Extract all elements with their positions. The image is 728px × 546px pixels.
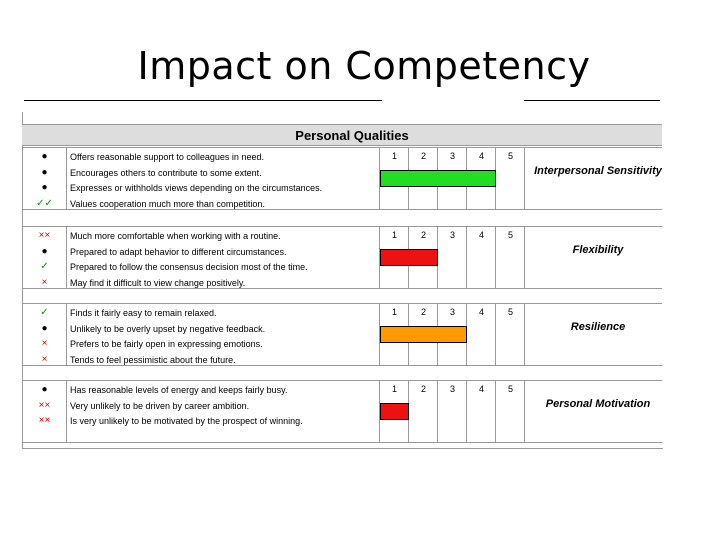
- description-column: [67, 148, 380, 209]
- competency-label: Flexibility: [572, 244, 624, 256]
- row-text: Very unlikely to be driven by career amb…: [70, 400, 250, 411]
- score-bar: [380, 403, 409, 420]
- cross-icon: ×: [41, 338, 48, 349]
- check-icon: ✓: [40, 307, 49, 318]
- row-text: Finds it fairly easy to remain relaxed.: [70, 308, 217, 318]
- competency-section: 1 2 3 4 5 ×× Much more comfortable when workin…: [22, 226, 662, 289]
- competency-section: 1 2 3 4 5 ● Has reasonable levels of energy an…: [22, 380, 662, 443]
- symbol-column: [22, 304, 67, 365]
- scale-number: 3: [449, 230, 455, 240]
- score-bar: [380, 326, 467, 343]
- scale-number: 1: [391, 307, 397, 317]
- table-frame: [22, 112, 663, 449]
- scale-number: 3: [449, 384, 455, 394]
- description-column: [67, 304, 380, 365]
- bullet-icon: ●: [41, 245, 48, 257]
- row-text: Is very unlikely to be motivated by the …: [70, 416, 303, 426]
- title-rule-right: [524, 100, 660, 101]
- scale-number: 2: [420, 307, 426, 317]
- competency-section: 1 2 3 4 5 ✓ Finds it fairly easy to remain rel…: [22, 303, 662, 366]
- scale-number: 3: [449, 151, 455, 161]
- symbol-column: [22, 227, 67, 288]
- cross-icon: ×: [41, 353, 48, 365]
- scale-number: 5: [507, 230, 513, 240]
- scale-column: [438, 227, 467, 288]
- row-text: Much more comfortable when working with …: [70, 231, 281, 241]
- scale-number: 1: [391, 230, 397, 240]
- scale-number: 1: [391, 151, 397, 161]
- row-text: Has reasonable levels of energy and keep…: [70, 385, 288, 395]
- row-text: Prefers to be fairly open in expressing …: [70, 339, 263, 349]
- scale-number: 4: [478, 151, 484, 161]
- bullet-icon: ●: [41, 151, 48, 162]
- scale-number: 5: [507, 307, 513, 317]
- cross-icon: ××: [38, 399, 51, 411]
- row-text: Prepared to adapt behavior to different …: [70, 246, 287, 257]
- scale-number: 2: [420, 230, 426, 240]
- score-bar: [380, 249, 438, 266]
- check-icon: ✓: [40, 261, 49, 272]
- table-header: Personal Qualities: [22, 124, 662, 146]
- symbol-column: [22, 148, 67, 209]
- scale-number: 2: [420, 384, 426, 394]
- description-column: [67, 227, 380, 288]
- row-text: Unlikely to be overly upset by negative …: [70, 323, 266, 334]
- symbol-column: [22, 381, 67, 442]
- competency-label: Interpersonal Sensitivity: [534, 165, 662, 177]
- scale-column: [496, 227, 525, 288]
- cross-icon: ××: [38, 230, 51, 241]
- scale-column: [438, 381, 467, 442]
- row-text: Prepared to follow the consensus decisio…: [70, 262, 308, 272]
- scale-column: [409, 381, 438, 442]
- scale-column: [467, 381, 496, 442]
- cross-icon: ××: [38, 415, 51, 426]
- scale-number: 3: [449, 307, 455, 317]
- description-column: [67, 381, 380, 442]
- cross-icon: ×: [41, 276, 48, 288]
- competency-label: Personal Motivation: [545, 398, 651, 410]
- row-text: Encourages others to contribute to some …: [70, 167, 262, 178]
- scale-column: [496, 304, 525, 365]
- bullet-icon: ●: [41, 384, 48, 395]
- scale-number: 4: [478, 384, 484, 394]
- scale-number: 5: [507, 151, 513, 161]
- scale-number: 4: [478, 230, 484, 240]
- competency-section: 1 2 3 4 5 ● Offers reasonable support to colle…: [22, 147, 662, 210]
- scale-column: [467, 227, 496, 288]
- bullet-icon: ●: [41, 182, 48, 193]
- scale-column: [496, 381, 525, 442]
- row-text: May find it difficult to view change pos…: [70, 277, 246, 288]
- scale-number: 5: [507, 384, 513, 394]
- bullet-icon: ●: [41, 322, 48, 334]
- score-bar: [380, 170, 496, 187]
- check-icon: ✓✓: [36, 197, 53, 209]
- competency-label: Resilience: [570, 321, 626, 333]
- row-text: Expresses or withholds views depending o…: [70, 183, 323, 193]
- scale-column: [496, 148, 525, 209]
- row-text: Values cooperation much more than compet…: [70, 198, 265, 209]
- scale-number: 1: [391, 384, 397, 394]
- title-rule-left: [24, 100, 382, 101]
- scale-number: 2: [420, 151, 426, 161]
- scale-number: 4: [478, 307, 484, 317]
- row-text: Offers reasonable support to colleagues …: [70, 152, 264, 162]
- page-title: Impact on Competency: [137, 44, 591, 88]
- row-text: Tends to feel pessimistic about the futu…: [70, 354, 236, 365]
- bullet-icon: ●: [41, 166, 48, 178]
- scale-column: [467, 304, 496, 365]
